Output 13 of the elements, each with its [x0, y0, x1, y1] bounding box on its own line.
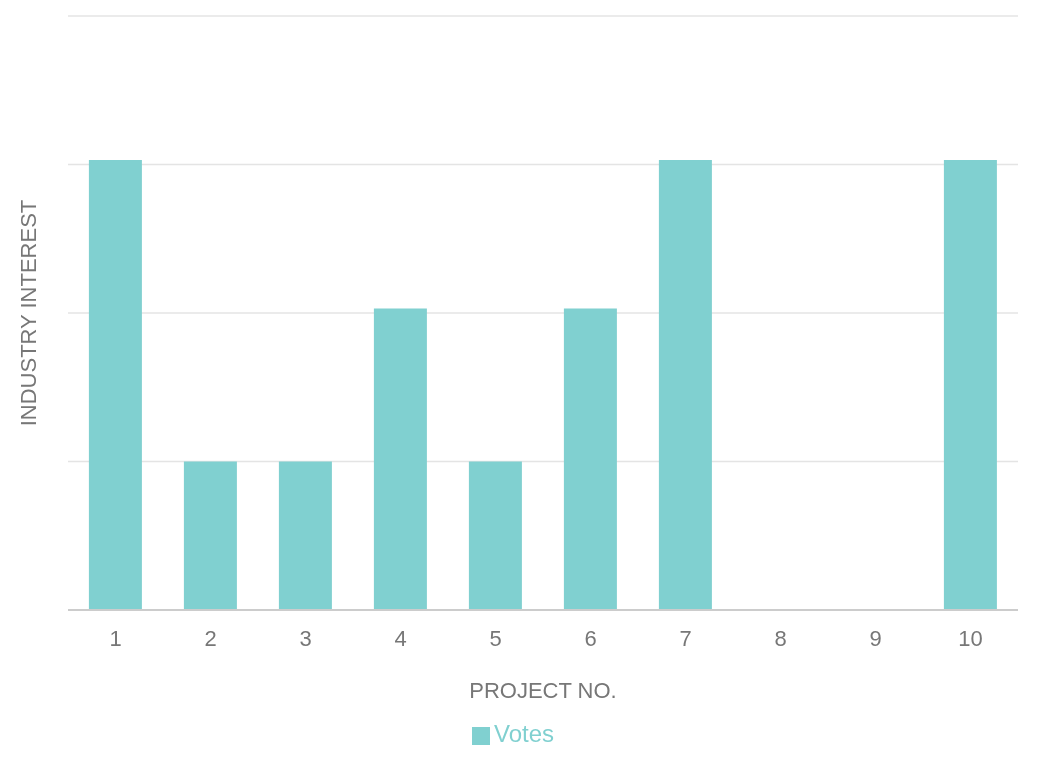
x-tick-label: 5: [489, 625, 502, 651]
legend-label: Votes: [493, 720, 555, 747]
x-tick-label: 3: [299, 625, 312, 651]
x-tick-label: 9: [869, 625, 882, 651]
x-axis-title: PROJECT NO.: [469, 678, 617, 703]
x-tick-label: 4: [394, 625, 407, 651]
x-tick-label: 10: [958, 625, 983, 651]
x-tick-label: 7: [679, 625, 692, 651]
y-axis-title: INDUSTRY INTEREST: [15, 199, 41, 427]
x-tick-label: 1: [109, 625, 122, 651]
x-tick-label: 6: [584, 625, 597, 651]
x-tick-label: 8: [774, 625, 787, 651]
x-tick-label: 2: [204, 625, 217, 651]
